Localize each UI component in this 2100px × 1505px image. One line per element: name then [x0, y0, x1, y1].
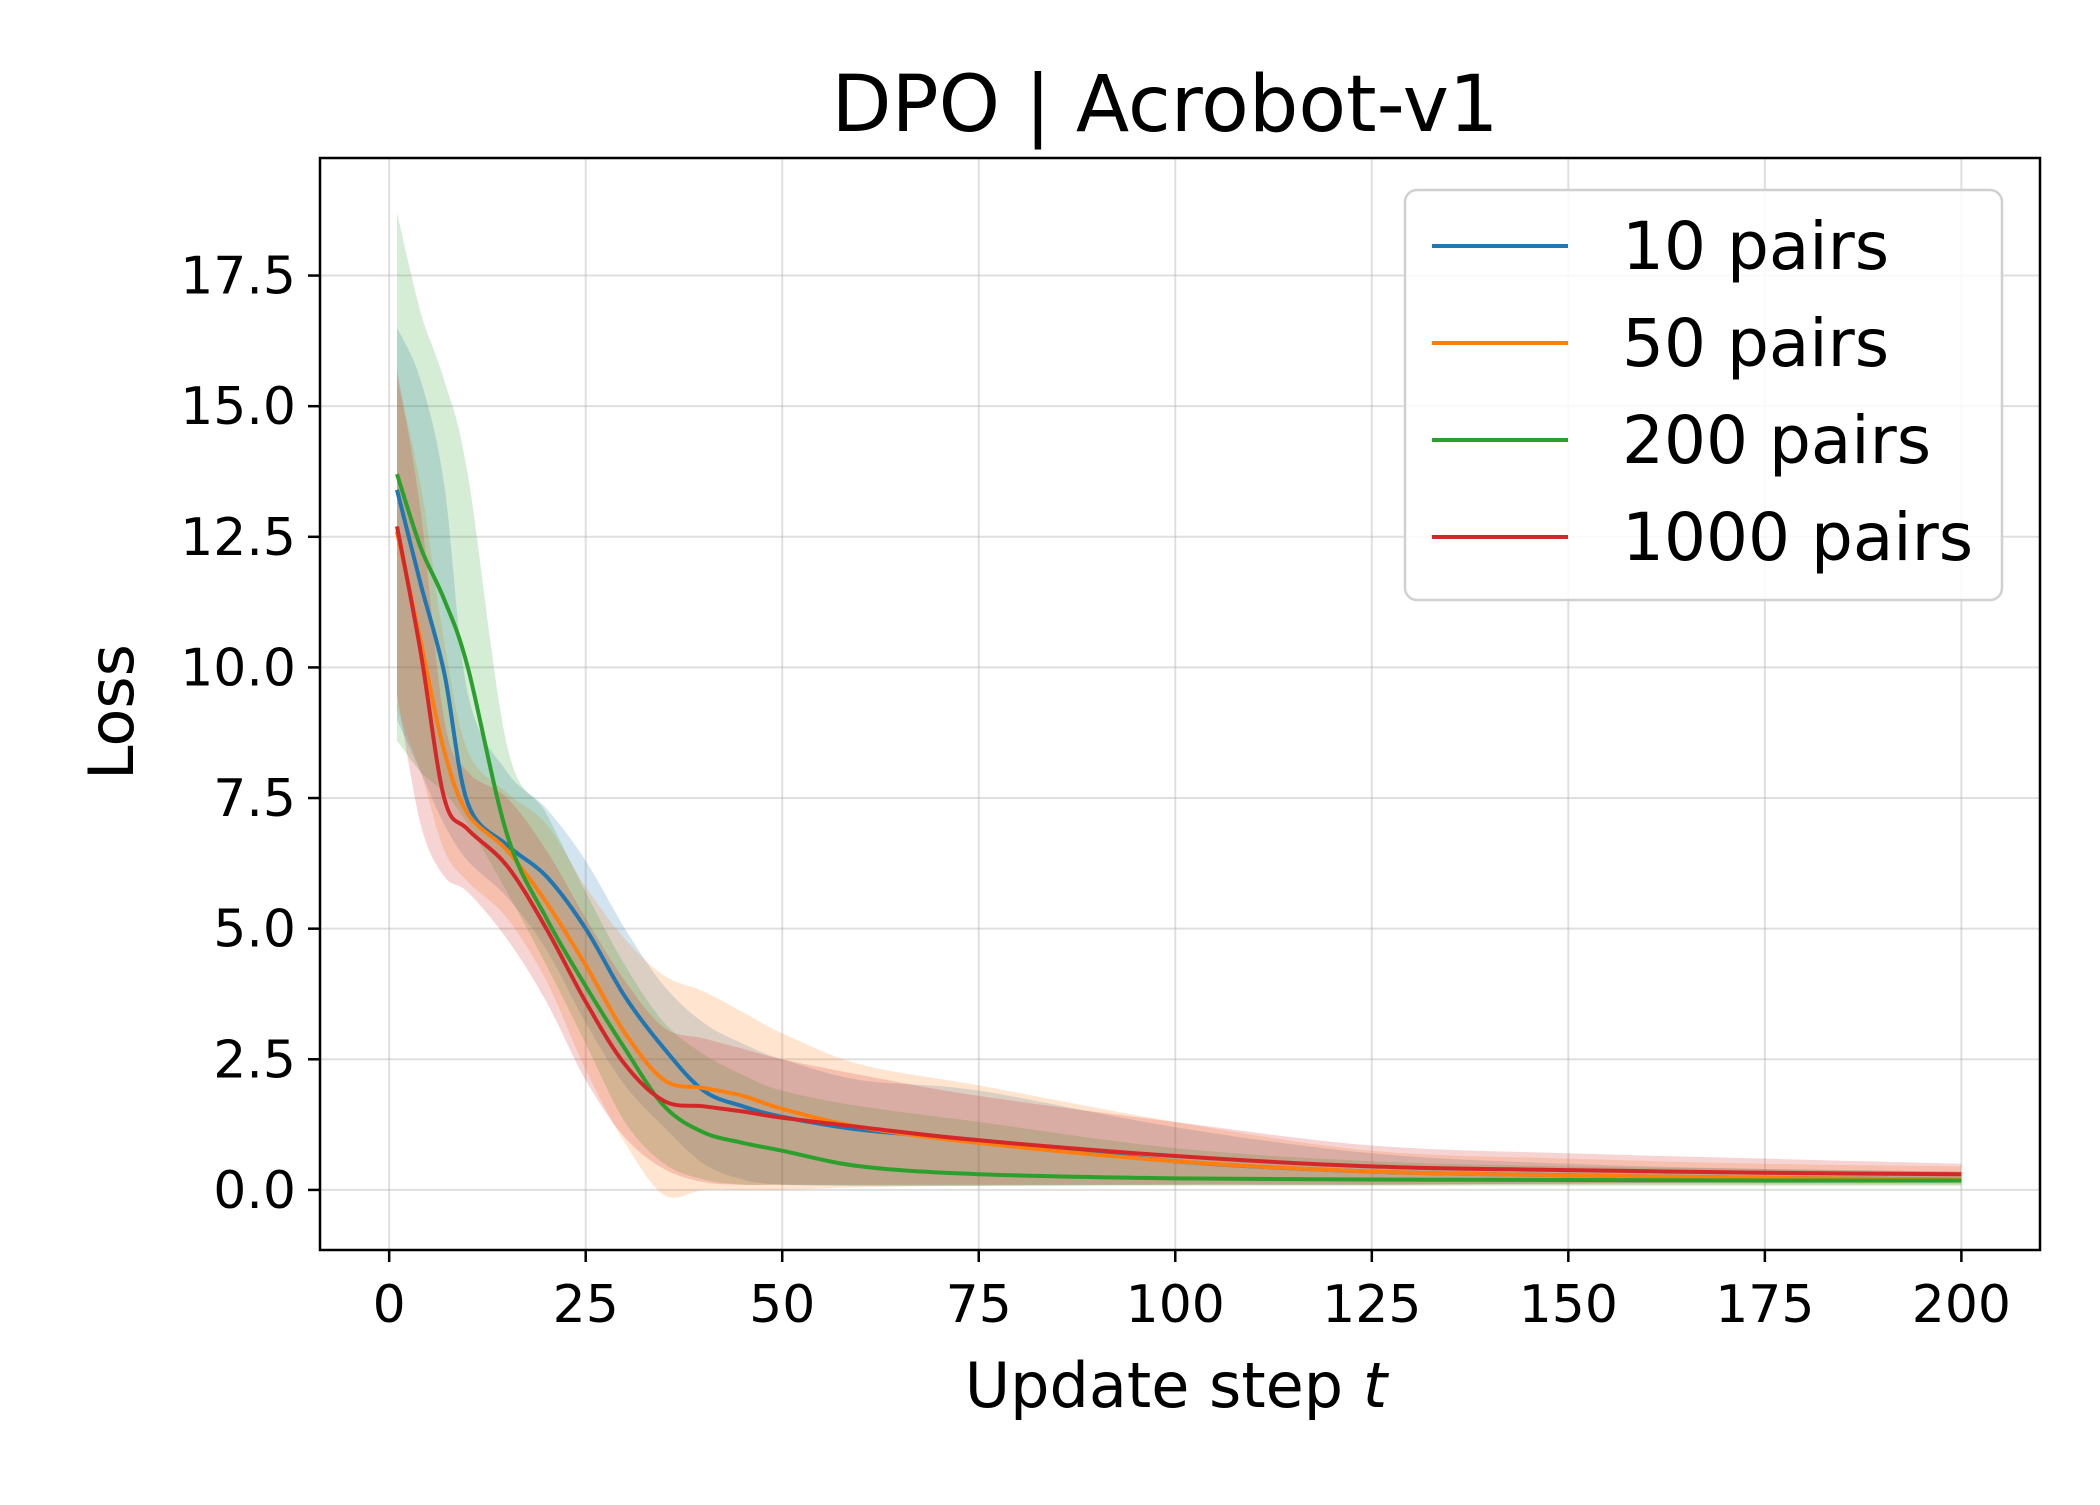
x-tick-label: 0	[373, 1275, 406, 1335]
legend-label: 10 pairs	[1622, 208, 1889, 285]
series-line	[395, 473, 1962, 1183]
legend-label: 50 pairs	[1622, 305, 1889, 382]
y-tick-label: 7.5	[213, 769, 296, 829]
y-tick-label: 10.0	[180, 638, 296, 698]
x-tick-label: 200	[1912, 1275, 2011, 1335]
series-line	[395, 526, 1962, 1177]
legend: 10 pairs 50 pairs 200 pairs 1000 pairs	[1403, 188, 2004, 602]
y-tick-label: 12.5	[180, 508, 296, 568]
plot-frame	[318, 156, 2042, 1252]
x-axis-title-variable: t	[1363, 1349, 1390, 1422]
y-tick-label: 2.5	[213, 1030, 296, 1090]
x-axis-title: Update step t	[965, 1349, 1390, 1422]
y-tick-label: 17.5	[180, 247, 296, 307]
x-tick-label: 150	[1519, 1275, 1618, 1335]
x-axis-ticks: 0 25 50 75 100 125 150 175 200	[373, 1250, 2011, 1335]
x-tick-label: 175	[1715, 1275, 1814, 1335]
series-line	[395, 531, 1962, 1182]
y-tick-label: 0.0	[213, 1161, 296, 1221]
y-tick-label: 5.0	[213, 900, 296, 960]
y-axis-title: Loss	[75, 644, 148, 780]
x-tick-label: 75	[946, 1275, 1012, 1335]
x-tick-label: 50	[749, 1275, 815, 1335]
y-axis-ticks: 0.0 2.5 5.0 7.5 10.0 12.5 15.0 17.5	[180, 247, 320, 1221]
chart-title: DPO | Acrobot-v1	[832, 60, 1499, 150]
legend-frame	[1403, 188, 2004, 602]
series-lines	[395, 473, 1962, 1183]
x-axis-title-text: Update step	[965, 1349, 1343, 1422]
x-tick-label: 25	[553, 1275, 619, 1335]
x-tick-label: 100	[1126, 1275, 1225, 1335]
y-tick-label: 15.0	[180, 377, 296, 437]
legend-label: 200 pairs	[1622, 402, 1931, 479]
legend-label: 1000 pairs	[1622, 499, 1973, 576]
x-tick-label: 125	[1322, 1275, 1421, 1335]
